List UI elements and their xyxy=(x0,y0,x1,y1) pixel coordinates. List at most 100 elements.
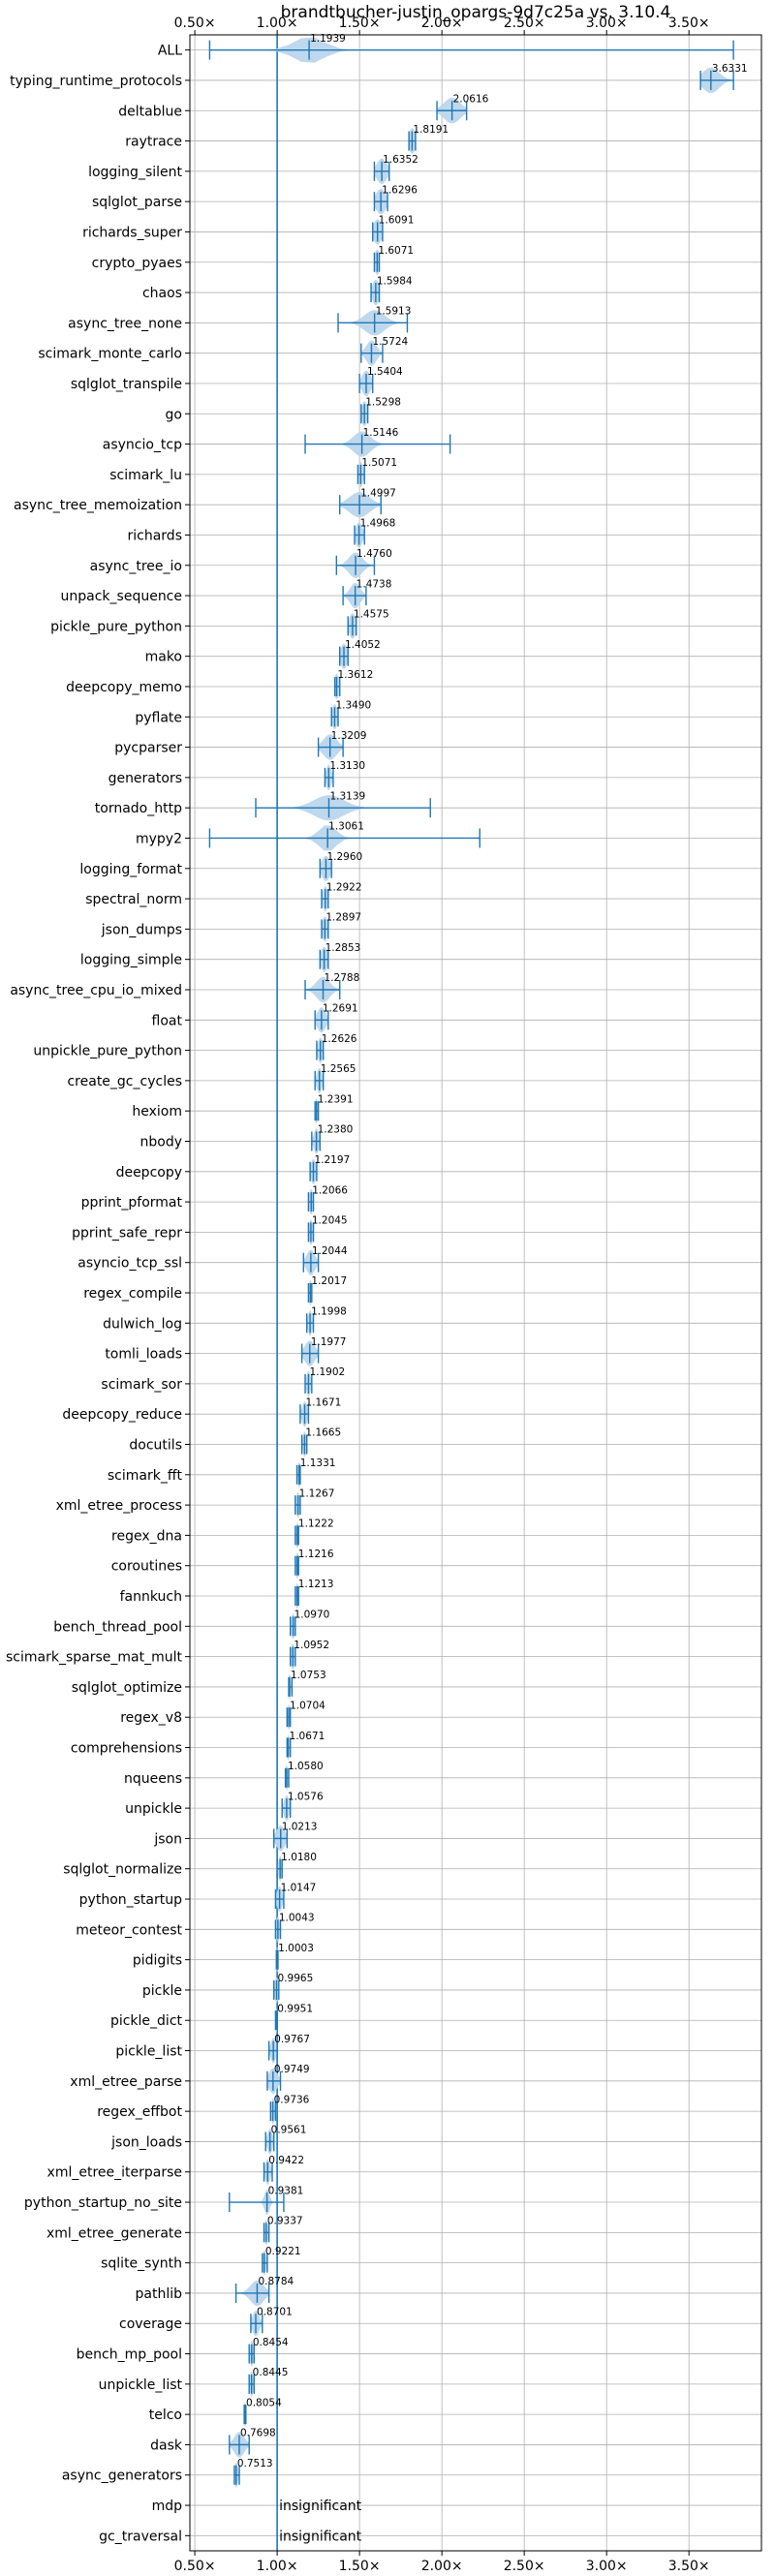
violin-async_tree_none xyxy=(337,310,409,336)
violin-nbody xyxy=(311,1128,322,1154)
violin-pprint_safe_repr xyxy=(307,1219,315,1245)
value-label: 1.0213 xyxy=(282,1822,318,1833)
category-label: gc_traversal xyxy=(99,2529,182,2544)
value-label: 1.1267 xyxy=(299,1487,335,1499)
value-label: 0.7698 xyxy=(240,2428,276,2439)
chart-title: brandtbucher-justin_opargs-9d7c25a vs. 3… xyxy=(281,3,671,22)
category-label: deepcopy_memo xyxy=(66,680,182,695)
value-label: 0.8784 xyxy=(258,2276,294,2287)
category-label: logging_silent xyxy=(88,165,182,180)
category-label: regex_compile xyxy=(83,1286,182,1302)
value-label: 1.0580 xyxy=(288,1761,324,1772)
violin-pidigits xyxy=(275,1947,279,1973)
x-tick-label-bottom: 1.00× xyxy=(257,2559,298,2574)
value-label: 1.3612 xyxy=(338,669,374,681)
violin-deepcopy_memo xyxy=(333,673,341,700)
violin-asyncio_tcp xyxy=(304,431,451,457)
violin-bench_mp_pool xyxy=(248,2341,256,2367)
violin-fannkuch xyxy=(294,1582,299,1610)
violin-pyflate xyxy=(330,704,339,730)
violin-scimark_sor xyxy=(304,1370,313,1397)
category-label: deepcopy_reduce xyxy=(62,1407,182,1423)
category-label: pickle_list xyxy=(115,2044,182,2060)
category-label: hexiom xyxy=(132,1104,182,1119)
value-label: 1.2897 xyxy=(326,912,361,924)
value-label: 1.2626 xyxy=(322,1033,357,1045)
category-label: pyflate xyxy=(135,710,182,725)
value-label: 1.6071 xyxy=(378,245,414,257)
violin-deepcopy xyxy=(309,1158,318,1184)
value-label: 1.2922 xyxy=(326,881,362,893)
category-label: typing_runtime_protocols xyxy=(10,74,182,89)
x-tick-label-bottom: 2.00× xyxy=(421,2559,463,2574)
category-label: dulwich_log xyxy=(103,1316,182,1332)
violin-pickle xyxy=(273,1977,280,2004)
violin-coroutines xyxy=(294,1552,299,1579)
category-label: nbody xyxy=(140,1134,183,1150)
category-label: asyncio_tcp xyxy=(103,438,182,453)
violin-mako xyxy=(339,643,349,669)
category-label: xml_etree_generate xyxy=(46,2225,182,2241)
value-label: 0.9381 xyxy=(268,2185,304,2196)
axes: ALL typing_runtime_protocols deltablue rayt… xyxy=(6,15,762,2574)
category-label: scimark_fft xyxy=(108,1468,183,1484)
violin-xml_etree_iterparse xyxy=(263,2159,273,2185)
violin-mypy2 xyxy=(208,825,480,851)
value-label: 1.6352 xyxy=(383,154,418,166)
category-label: dask xyxy=(150,2438,183,2453)
violin-deepcopy_reduce xyxy=(299,1401,310,1427)
violin-spectral_norm xyxy=(321,885,329,912)
violin-typing_runtime_protocols xyxy=(699,67,734,94)
violin-regex_effbot xyxy=(269,2098,277,2125)
value-label: 0.7513 xyxy=(237,2458,273,2469)
value-label: 1.1671 xyxy=(306,1396,342,1408)
x-tick-label-top: 3.50× xyxy=(668,15,710,31)
value-label: 1.4997 xyxy=(360,487,396,499)
violin-nqueens xyxy=(284,1764,290,1791)
value-label: 0.8454 xyxy=(253,2337,289,2348)
violin-coverage xyxy=(250,2311,264,2337)
value-label: 1.2017 xyxy=(311,1275,347,1287)
category-label: regex_effbot xyxy=(97,2104,182,2120)
violin-json_loads xyxy=(264,2129,275,2155)
category-label: unpickle_list xyxy=(99,2377,183,2393)
value-label: 1.3130 xyxy=(329,760,365,772)
category-label: async_tree_memoization xyxy=(14,498,182,513)
value-label: 1.0952 xyxy=(294,1640,329,1651)
value-label: 1.3139 xyxy=(329,790,365,802)
value-label: 1.4760 xyxy=(356,548,392,560)
category-label: async_tree_none xyxy=(68,316,182,331)
x-tick-label-top: 1.00× xyxy=(257,15,298,31)
value-label: 1.5913 xyxy=(376,306,412,318)
category-label: scimark_monte_carlo xyxy=(38,347,182,362)
value-label: 1.0003 xyxy=(278,1943,314,1954)
value-label: 1.4575 xyxy=(354,609,389,621)
violin-scimark_monte_carlo xyxy=(360,340,384,366)
violin-scimark_lu xyxy=(356,461,365,488)
category-label: fannkuch xyxy=(120,1589,182,1605)
category-label: scimark_sor xyxy=(101,1377,182,1393)
value-label: 1.2391 xyxy=(318,1093,354,1105)
category-label: json_loads xyxy=(110,2134,182,2150)
value-label: 0.9767 xyxy=(274,2034,310,2045)
category-label: regex_dna xyxy=(111,1528,182,1544)
category-label: pickle xyxy=(142,1983,182,1999)
category-label: scimark_sparse_mat_mult xyxy=(6,1650,182,1666)
value-label: 0.8445 xyxy=(253,2367,289,2378)
violin-logging_format xyxy=(319,855,332,881)
category-label: raytrace xyxy=(125,135,182,150)
violin-chaos xyxy=(370,279,381,306)
x-tick-label-bottom: 0.50× xyxy=(174,2559,216,2574)
value-label: 1.2788 xyxy=(325,972,360,984)
value-label: 1.1222 xyxy=(298,1518,334,1530)
insignificant-label: insignificant xyxy=(279,2529,362,2544)
value-label: 1.2853 xyxy=(326,942,361,954)
x-tick-label-top: 0.50× xyxy=(174,15,216,31)
violin-unpack_sequence xyxy=(342,582,367,609)
category-label: crypto_pyaes xyxy=(92,256,182,271)
value-label: 1.4968 xyxy=(360,518,396,530)
category-label: pickle_dict xyxy=(110,2013,183,2029)
value-label: 1.5984 xyxy=(377,275,413,287)
violin-unpickle xyxy=(281,1794,292,1822)
